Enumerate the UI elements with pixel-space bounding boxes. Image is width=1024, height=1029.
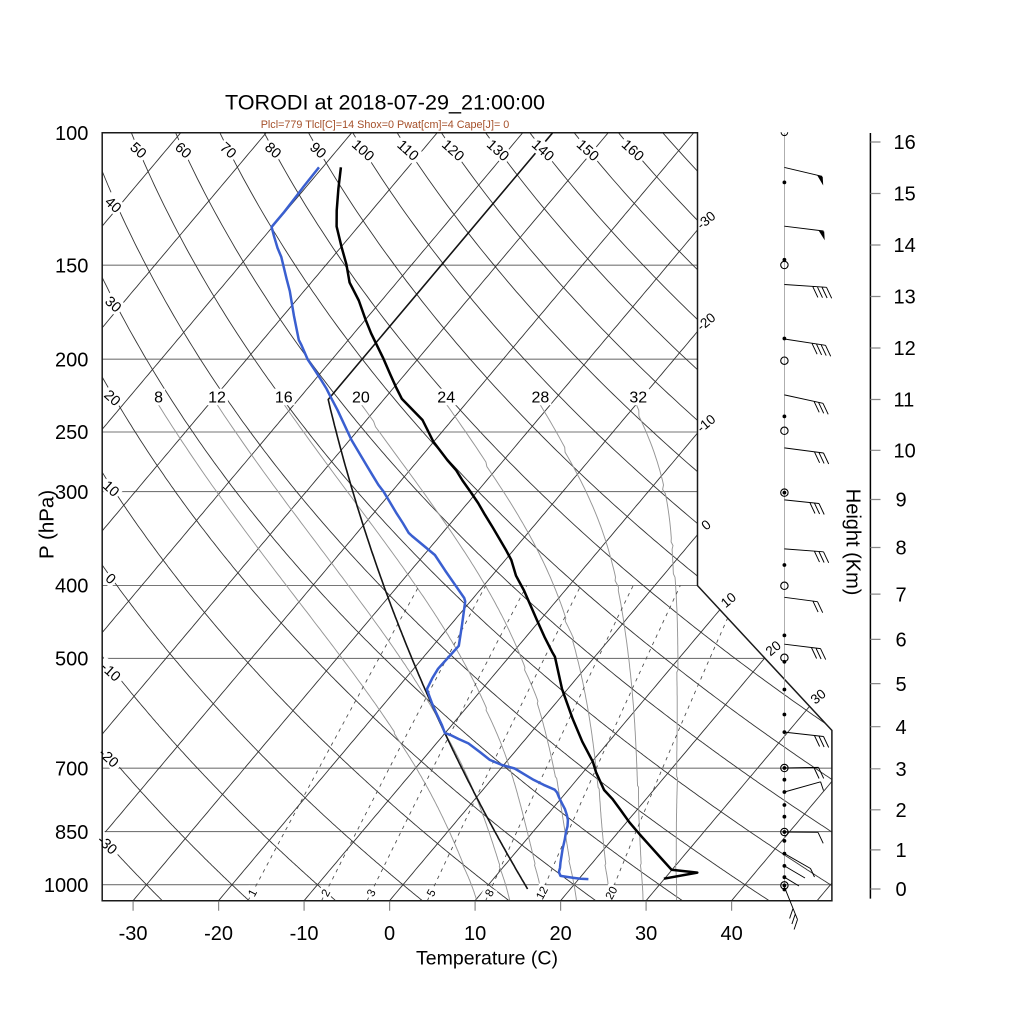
svg-text:24: 24 [437,390,455,407]
svg-text:3: 3 [365,888,379,899]
svg-text:10: 10 [894,441,916,463]
svg-text:8: 8 [896,538,907,560]
svg-text:10: 10 [464,923,486,945]
svg-text:12: 12 [208,390,226,407]
svg-text:4: 4 [896,717,907,739]
svg-text:10: 10 [718,589,739,610]
svg-text:TORODI at 2018-07-29_21:00:00: TORODI at 2018-07-29_21:00:00 [225,90,545,115]
svg-text:1000: 1000 [44,875,89,897]
svg-text:-10: -10 [290,923,319,945]
svg-text:40: 40 [720,923,742,945]
svg-text:0: 0 [384,923,395,945]
svg-text:1: 1 [896,840,907,862]
svg-text:Plcl=779 Tlcl[C]=14 Shox=0 Pwa: Plcl=779 Tlcl[C]=14 Shox=0 Pwat[cm]=4 Ca… [261,119,510,131]
svg-text:200: 200 [55,349,88,371]
svg-text:-20: -20 [204,923,233,945]
svg-text:7: 7 [896,584,907,606]
svg-text:32: 32 [629,390,647,407]
svg-text:8: 8 [483,888,497,899]
svg-text:20: 20 [604,885,621,902]
svg-text:30: 30 [808,686,829,707]
svg-text:300: 300 [55,482,88,504]
svg-text:9: 9 [896,490,907,512]
svg-text:400: 400 [55,576,88,598]
svg-text:16: 16 [894,132,916,154]
svg-text:1: 1 [246,888,260,899]
svg-text:30: 30 [635,923,657,945]
svg-text:P (hPa): P (hPa) [36,490,59,559]
svg-text:3: 3 [896,759,907,781]
svg-text:Temperature (C): Temperature (C) [416,948,558,970]
svg-text:2: 2 [320,888,334,899]
svg-text:-30: -30 [119,923,148,945]
svg-text:12: 12 [894,338,916,360]
svg-text:500: 500 [55,649,88,671]
svg-text:250: 250 [55,422,88,444]
svg-text:11: 11 [894,390,915,412]
svg-text:12: 12 [534,885,551,902]
svg-text:20: 20 [763,638,784,659]
svg-text:14: 14 [894,235,916,257]
svg-text:6: 6 [896,630,907,652]
svg-text:150: 150 [55,255,88,277]
svg-text:850: 850 [55,822,88,844]
svg-text:8: 8 [154,390,163,407]
svg-text:2: 2 [896,800,907,822]
svg-text:0: 0 [896,879,907,901]
svg-text:Height (Km): Height (Km) [842,489,864,596]
svg-text:5: 5 [896,674,907,696]
svg-text:13: 13 [894,287,916,309]
svg-text:28: 28 [532,390,550,407]
svg-text:100: 100 [55,123,88,145]
svg-text:20: 20 [352,390,370,407]
svg-text:15: 15 [894,184,916,206]
svg-text:20: 20 [549,923,571,945]
svg-text:5: 5 [425,888,439,899]
svg-text:700: 700 [55,758,88,780]
svg-text:16: 16 [275,390,293,407]
